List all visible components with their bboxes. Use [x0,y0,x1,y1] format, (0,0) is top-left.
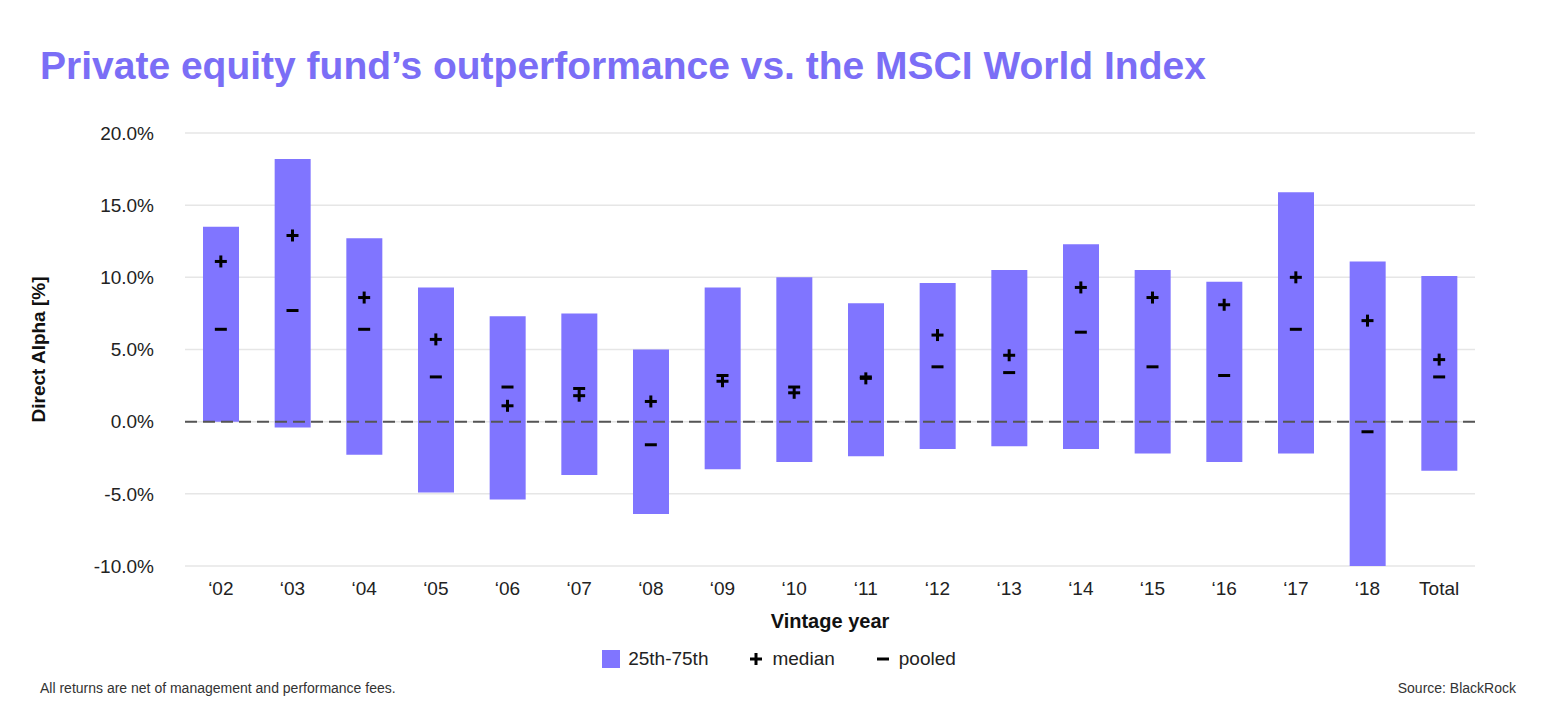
html-text:All returns are net of managem: All returns are net of management and pe… [40,680,396,696]
svg-text:‘08: ‘08 [638,578,663,599]
svg-text:‘07: ‘07 [566,578,591,599]
svg-text:10.0%: 10.0% [100,267,154,288]
svg-text:‘02: ‘02 [208,578,233,599]
svg-text:Direct Alpha [%]: Direct Alpha [%] [28,276,49,422]
svg-text:‘12: ‘12 [925,578,950,599]
svg-text:‘09: ‘09 [710,578,735,599]
html-text:pooled: pooled [898,648,956,669]
svg-text:‘14: ‘14 [1068,578,1094,599]
svg-text:Total: Total [1419,578,1459,599]
svg-text:‘10: ‘10 [781,578,806,599]
svg-text:‘04: ‘04 [351,578,377,599]
svg-text:20.0%: 20.0% [100,123,154,144]
svg-text:‘06: ‘06 [495,578,520,599]
html-text:Private equity fund’s outperfo: Private equity fund’s outperformance vs.… [40,44,1206,87]
svg-text:15.0%: 15.0% [100,195,154,216]
svg-text:-10.0%: -10.0% [94,556,154,577]
html-text:median: median [772,648,835,669]
svg-text:-5.0%: -5.0% [104,484,154,505]
svg-text:‘11: ‘11 [854,578,878,599]
svg-text:Vintage year: Vintage year [771,610,890,632]
svg-text:‘13: ‘13 [996,578,1021,599]
svg-text:‘17: ‘17 [1283,578,1308,599]
svg-text:‘16: ‘16 [1211,578,1236,599]
svg-text:‘03: ‘03 [280,578,305,599]
html-text:25th-75th: 25th-75th [628,648,709,669]
html-text:Source: BlackRock: Source: BlackRock [1397,680,1516,696]
svg-text:0.0%: 0.0% [111,411,154,432]
svg-text:‘05: ‘05 [423,578,448,599]
svg-text:5.0%: 5.0% [111,339,154,360]
svg-text:‘15: ‘15 [1140,578,1165,599]
svg-text:‘18: ‘18 [1355,578,1380,599]
